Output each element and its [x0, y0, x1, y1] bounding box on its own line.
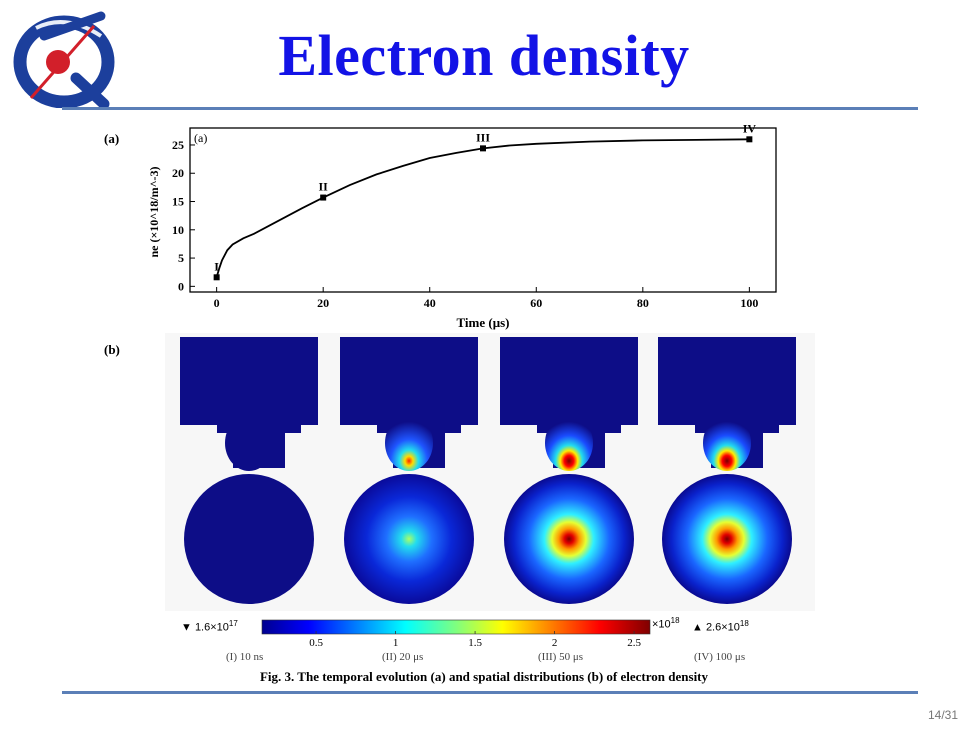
y-tick-label: 0	[178, 279, 184, 293]
x-tick-label: 80	[637, 296, 649, 310]
map-label-i: (I) 10 ns	[226, 651, 264, 663]
colorbar-min-label: ▼ 1.6×1017	[181, 619, 238, 634]
slide-title: Electron density	[278, 23, 690, 88]
plot-frame	[189, 127, 777, 293]
top-rule	[62, 107, 918, 110]
chart-inset-label: (a)	[194, 131, 207, 145]
nozzle-density	[385, 415, 433, 471]
discharge-region	[184, 474, 314, 604]
marker-label: III	[476, 130, 490, 144]
colorbar-scale-label: ×1018	[652, 616, 680, 631]
colorbar-tick-label: 2	[552, 637, 558, 649]
spatial-map-panel	[658, 337, 796, 604]
spatial-map-panel	[340, 337, 478, 604]
colorbar-tick-label: 0.5	[309, 637, 323, 649]
spatial-map-panel	[180, 337, 318, 604]
chamber-shape	[658, 337, 796, 468]
x-tick-label: 0	[214, 296, 220, 310]
colorbar: 0.5 1 1.5 2 2.5	[261, 619, 651, 649]
marker-point	[480, 145, 486, 152]
y-tick-label: 10	[172, 223, 184, 237]
density-curve	[215, 138, 750, 278]
map-label-iii: (III) 50 μs	[538, 651, 583, 663]
y-tick-label: 5	[178, 251, 184, 265]
x-tick-label: 20	[317, 296, 329, 310]
marker-label: I	[214, 259, 219, 273]
chamber-shape	[340, 337, 478, 468]
colorbar-gradient	[261, 619, 651, 635]
colorbar-max-label: ▲ 2.6×1018	[692, 619, 749, 634]
y-tick-label: 15	[172, 195, 184, 209]
colorbar-tick-label: 1.5	[468, 637, 482, 649]
y-axis-label: ne (×10^18/m^-3)	[147, 166, 161, 257]
bottom-rule	[62, 691, 918, 694]
y-tick-label: 20	[172, 166, 184, 180]
y-tick-label: 25	[172, 138, 184, 152]
marker-label: II	[319, 180, 329, 194]
nozzle-density	[225, 415, 273, 471]
x-tick-label: 60	[530, 296, 542, 310]
map-label-ii: (II) 20 μs	[382, 651, 424, 663]
spatial-map-panel	[500, 337, 638, 604]
x-tick-label: 100	[740, 296, 758, 310]
colorbar-tick-label: 1	[393, 637, 399, 649]
nozzle-density	[545, 415, 593, 471]
marker-point	[320, 194, 327, 201]
page-number: 14/31	[927, 708, 958, 722]
colorbar-tick-label: 2.5	[627, 637, 641, 649]
chamber-shape	[180, 337, 318, 468]
marker-label: IV	[743, 124, 757, 135]
nozzle-density	[703, 415, 751, 471]
figure-caption: Fig. 3. The temporal evolution (a) and s…	[259, 669, 709, 684]
map-label-iv: (IV) 100 μs	[694, 651, 746, 663]
x-tick-label: 40	[424, 296, 436, 310]
discharge-region	[344, 474, 474, 604]
discharge-region	[504, 474, 634, 604]
discharge-region	[662, 474, 792, 604]
marker-point	[213, 274, 220, 281]
x-axis-label: Time (μs)	[457, 315, 510, 330]
panel-a-label: (a)	[104, 131, 120, 146]
spatial-distribution-maps	[180, 337, 796, 604]
institute-logo	[13, 11, 115, 108]
panel-b-label: (b)	[104, 342, 120, 357]
marker-point	[746, 136, 753, 143]
chamber-shape	[500, 337, 638, 468]
